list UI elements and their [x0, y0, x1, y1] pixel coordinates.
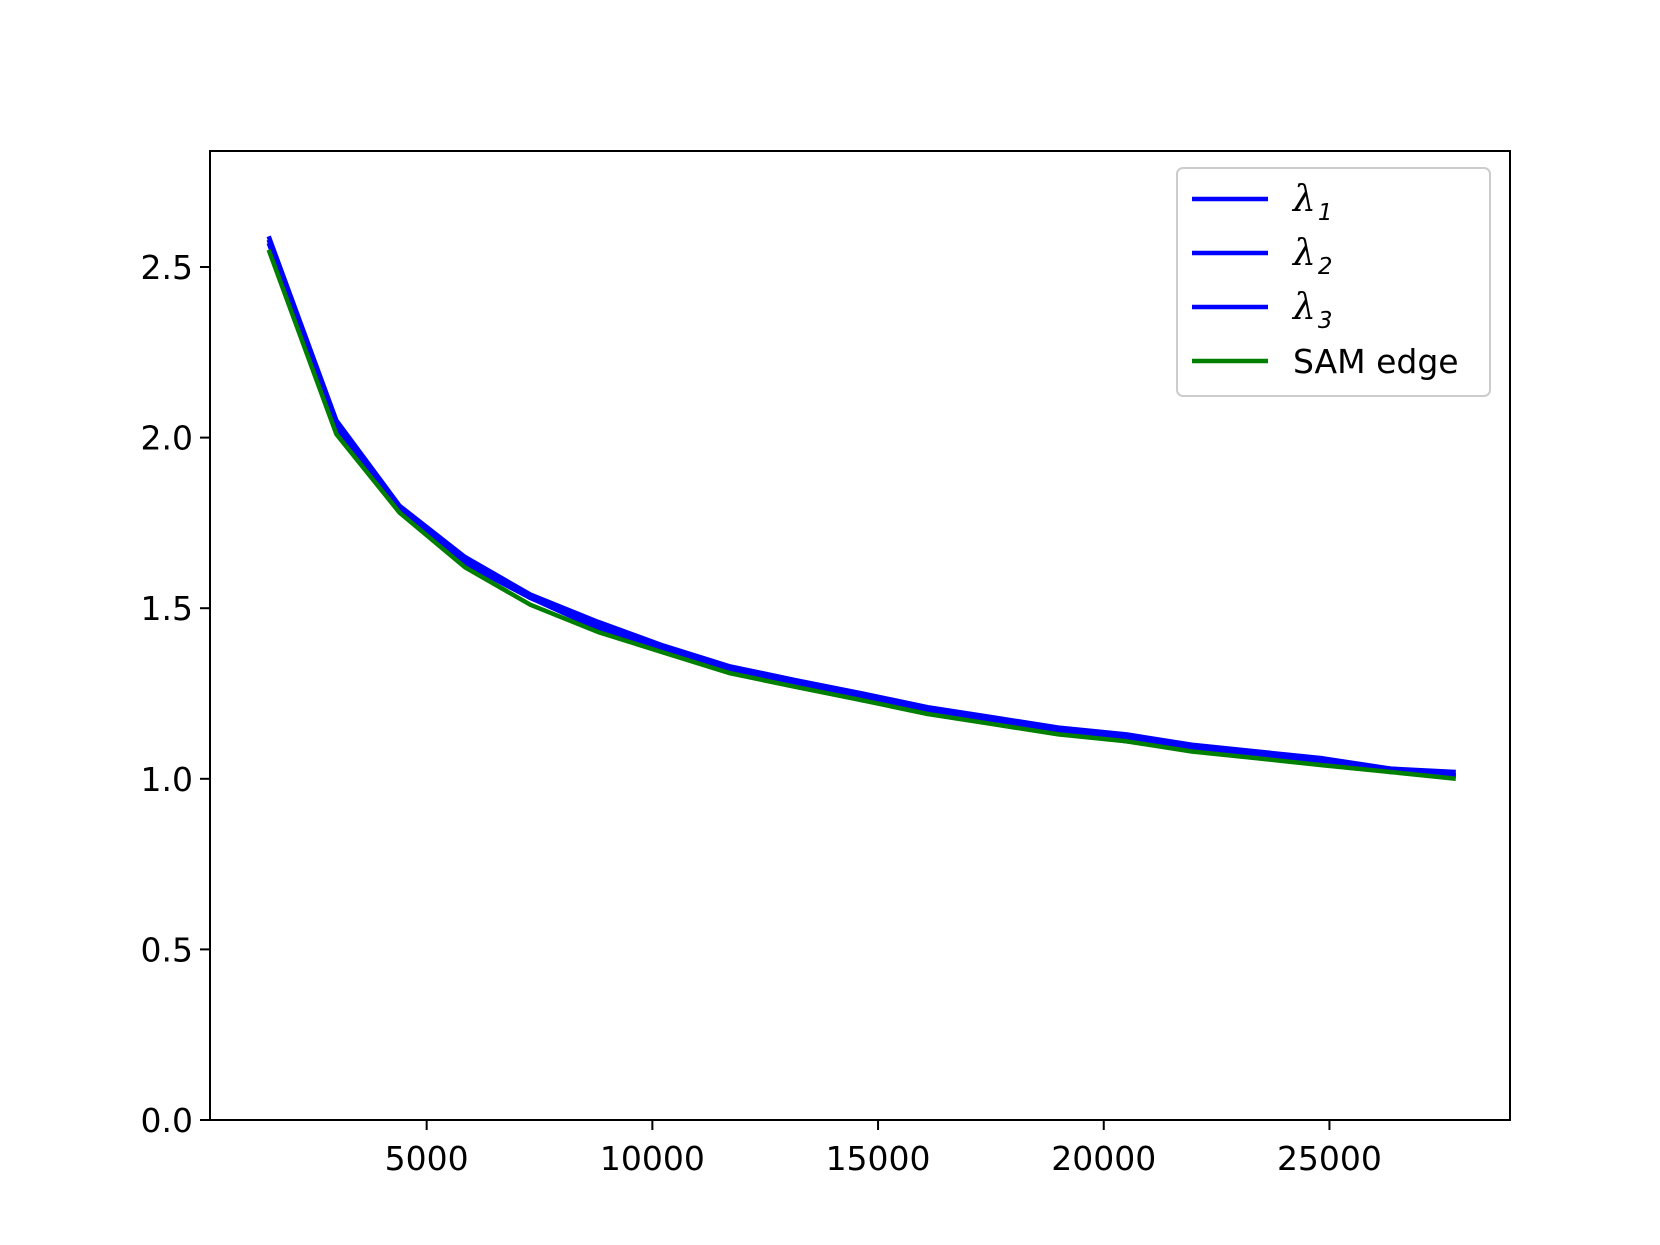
- x-tick-label: 20000: [1051, 1139, 1156, 1178]
- legend-label-4: SAM edge: [1293, 342, 1459, 381]
- legend-label-3: λ3: [1291, 287, 1332, 334]
- y-tick-label: 2.0: [141, 419, 193, 458]
- x-tick-label: 5000: [385, 1139, 469, 1178]
- series-line-1: [266, 235, 1456, 775]
- axes-layer: 5000 10000 15000 20000 25000 0.0 0.5 1.0 1.5 2.0 2…: [141, 248, 1382, 1178]
- legend-label-1: λ1: [1291, 179, 1332, 226]
- y-tick-label: 0.5: [141, 930, 193, 969]
- x-tick-label: 25000: [1277, 1139, 1382, 1178]
- plot-frame: [209, 150, 1511, 1121]
- legend-label-2: λ2: [1291, 233, 1332, 280]
- y-tick-label: 2.5: [141, 248, 193, 287]
- x-tick-label: 10000: [600, 1139, 705, 1178]
- y-tick-label: 1.0: [141, 760, 193, 799]
- x-tick-label: 15000: [826, 1139, 931, 1178]
- y-tick-label: 0.0: [141, 1101, 193, 1140]
- y-tick-label: 1.5: [141, 589, 193, 628]
- series-line-4: [266, 249, 1457, 782]
- legend: λ1 λ2 λ3 SAM edge: [1176, 167, 1491, 397]
- legend-frame: [1176, 167, 1491, 397]
- series-layer: [266, 235, 1457, 782]
